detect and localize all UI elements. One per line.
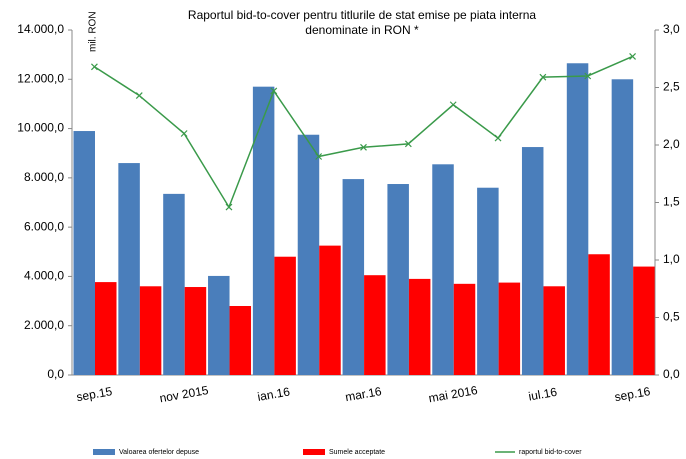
marker xyxy=(180,130,188,137)
marker xyxy=(449,101,457,109)
bar xyxy=(252,86,275,375)
marker xyxy=(494,134,502,142)
marker xyxy=(270,87,278,95)
legend-swatch xyxy=(93,449,115,455)
y2-tick-label: 2,5 xyxy=(663,80,680,94)
marker xyxy=(225,203,233,211)
x-tick-label: ian.16 xyxy=(256,384,291,404)
chart-title: Raportul bid-to-cover pentru titlurile d… xyxy=(188,8,537,22)
marker xyxy=(90,63,98,71)
marker xyxy=(584,72,592,80)
y-tick-label: 10.000,0 xyxy=(17,121,64,135)
y-tick-label: 6.000,0 xyxy=(24,219,64,233)
y-tick-label: 8.000,0 xyxy=(24,170,64,184)
x-tick-label: iul.16 xyxy=(527,385,558,404)
y-tick-label: 0,0 xyxy=(47,367,64,381)
bar xyxy=(229,306,252,375)
y2-tick-label: 1,0 xyxy=(663,252,680,266)
x-tick-label: mar.16 xyxy=(344,384,383,404)
marker xyxy=(539,73,547,81)
x-tick-label: nov 2015 xyxy=(158,383,209,405)
legend-label: Valoarea ofertelor depuse xyxy=(119,449,199,456)
y-tick-label: 12.000,0 xyxy=(17,71,64,85)
y2-tick-label: 0,5 xyxy=(663,310,680,324)
y2-tick-label: 2,0 xyxy=(663,137,680,151)
bar xyxy=(432,164,454,375)
bar xyxy=(364,275,386,375)
bar xyxy=(453,283,476,375)
bar xyxy=(297,134,320,375)
y-tick-label: 4.000,0 xyxy=(24,269,64,283)
bar xyxy=(498,282,521,375)
marker xyxy=(404,140,412,148)
x-tick-label: mai 2016 xyxy=(428,383,479,405)
y-unit: mil. RON xyxy=(88,11,99,52)
marker xyxy=(315,153,323,160)
bar xyxy=(387,184,409,375)
bar xyxy=(633,266,655,375)
legend-label: Sumele acceptate xyxy=(329,449,385,456)
y2-tick-label: 3,0 xyxy=(663,22,680,36)
x-tick-label: sep.16 xyxy=(613,384,651,404)
bar xyxy=(184,287,207,375)
bar xyxy=(319,245,341,375)
bar xyxy=(118,163,140,375)
y2-tick-label: 1,5 xyxy=(663,195,680,209)
legend-swatch xyxy=(303,449,325,455)
bar xyxy=(73,131,95,375)
bar xyxy=(342,179,365,375)
bar xyxy=(477,187,499,375)
bar xyxy=(611,79,634,376)
bar xyxy=(543,286,565,375)
bar xyxy=(163,193,185,375)
bar xyxy=(139,286,162,375)
bar xyxy=(521,147,544,375)
chart-title: denominate in RON * xyxy=(305,23,419,37)
bar xyxy=(408,278,431,375)
x-tick-label: sep.15 xyxy=(75,384,113,404)
legend-label: raportul bid-to-cover xyxy=(519,449,582,456)
bar xyxy=(274,256,296,375)
bar xyxy=(588,254,610,375)
bar xyxy=(95,282,117,375)
bar xyxy=(566,63,589,376)
y-tick-label: 2.000,0 xyxy=(24,318,64,332)
y2-tick-label: 0,0 xyxy=(663,367,680,381)
marker xyxy=(135,92,143,99)
bar xyxy=(208,275,230,375)
y-tick-label: 14.000,0 xyxy=(17,22,64,36)
marker xyxy=(629,53,637,60)
marker xyxy=(360,143,367,151)
